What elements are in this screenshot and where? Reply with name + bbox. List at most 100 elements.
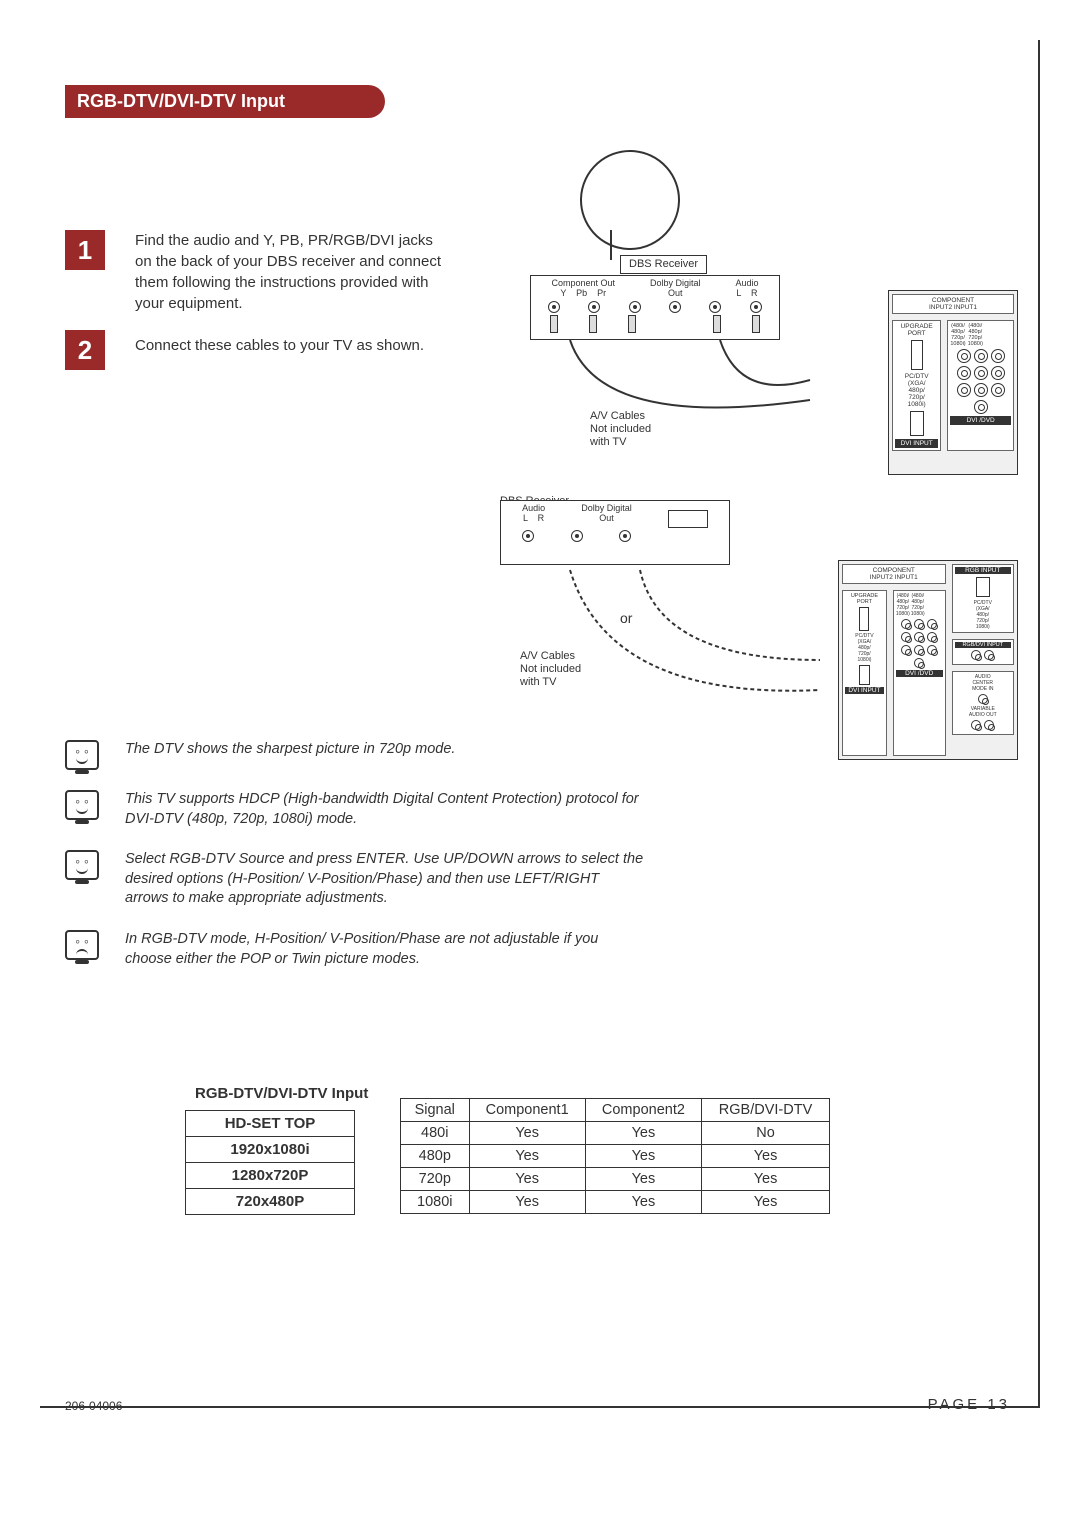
table-cell: Yes bbox=[469, 1145, 585, 1168]
panel1-input-sub: INPUT2 INPUT1 bbox=[895, 304, 1011, 311]
jack-icon bbox=[914, 632, 924, 642]
cable-path-1-icon bbox=[560, 340, 820, 450]
port-audio-r bbox=[750, 301, 762, 313]
table-cell: Yes bbox=[702, 1168, 830, 1191]
panel2-audio-center: AUDIO CENTER MODE IN bbox=[955, 674, 1011, 692]
port-audio-l bbox=[709, 301, 721, 313]
port-dolby bbox=[669, 301, 681, 313]
table-cell: Yes bbox=[585, 1122, 701, 1145]
step-2-number: 2 bbox=[65, 330, 105, 370]
panel2-dvi-input: DVI INPUT bbox=[845, 687, 884, 694]
jack-icon bbox=[991, 383, 1005, 397]
jack-icon bbox=[901, 645, 911, 655]
pcdtv-port-icon bbox=[910, 411, 924, 436]
table-caption: RGB-DTV/DVI-DTV Input bbox=[195, 1085, 368, 1102]
table-cell: Yes bbox=[702, 1191, 830, 1214]
jack-icon bbox=[901, 632, 911, 642]
jack-icon bbox=[974, 366, 988, 380]
jack-icon bbox=[978, 694, 988, 704]
page-number: PAGE 13 bbox=[928, 1396, 1010, 1413]
audio-lr-label: Audio L R bbox=[735, 279, 758, 299]
jack-icon bbox=[914, 645, 924, 655]
tv-back-panel-1: COMPONENT INPUT2 INPUT1 UPGRADE PORT PC/… bbox=[888, 290, 1018, 475]
table-cell: 720p bbox=[401, 1168, 470, 1191]
smile-tv-icon: ◦ ◦ bbox=[65, 850, 99, 880]
cable-plug-icon bbox=[628, 315, 636, 333]
table-cell: Yes bbox=[585, 1145, 701, 1168]
component-out-label: Component Out Y Pb Pr bbox=[551, 279, 615, 299]
port-dolby bbox=[619, 530, 631, 542]
port-audio-r bbox=[571, 530, 583, 542]
note-3-text: Select RGB-DTV Source and press ENTER. U… bbox=[125, 850, 645, 909]
jack-icon bbox=[901, 619, 911, 629]
jack-icon bbox=[984, 650, 994, 660]
rgb-connector-icon bbox=[668, 510, 708, 528]
panel1-pcdtv: PC/DTV (XGA/ 480p/ 720p/ 1080i) bbox=[895, 373, 938, 408]
step-1-text: Find the audio and Y, PB, PR/RGB/DVI jac… bbox=[135, 230, 445, 314]
table-cell: Yes bbox=[469, 1122, 585, 1145]
panel2-sub: INPUT2 INPUT1 bbox=[845, 574, 943, 581]
dbs-receiver-1-label: DBS Receiver bbox=[620, 255, 707, 274]
table-cell: Yes bbox=[469, 1191, 585, 1214]
jack-icon bbox=[914, 658, 924, 668]
port-pb bbox=[588, 301, 600, 313]
panel1-dvi-dvd: DVI /DVD bbox=[950, 416, 1011, 425]
hd-row-3: 720x480P bbox=[186, 1189, 355, 1215]
note-1-text: The DTV shows the sharpest picture in 72… bbox=[125, 740, 645, 760]
jack-icon bbox=[974, 400, 988, 414]
jack-icon bbox=[927, 645, 937, 655]
panel1-component-header: COMPONENT bbox=[895, 297, 1011, 304]
note-4-text: In RGB-DTV mode, H-Position/ V-Position/… bbox=[125, 930, 645, 969]
hd-header: HD-SET TOP bbox=[186, 1111, 355, 1137]
smile-tv-icon: ◦ ◦ bbox=[65, 790, 99, 820]
port-audio-l bbox=[522, 530, 534, 542]
dbs-receiver-2: Audio L R Dolby Digital Out bbox=[500, 500, 730, 565]
panel2-variable: VARIABLE AUDIO OUT bbox=[955, 706, 1011, 718]
jack-icon bbox=[927, 632, 937, 642]
panel2-dvi-dvd: DVI /DVD bbox=[896, 670, 943, 677]
panel2-rgb-input: RGB INPUT bbox=[955, 567, 1011, 574]
jack-icon bbox=[974, 349, 988, 363]
jack-icon bbox=[957, 349, 971, 363]
section-header: RGB-DTV/DVI-DTV Input bbox=[65, 85, 385, 118]
table-cell: 1080i bbox=[401, 1191, 470, 1214]
dbs-receiver-1: Component Out Y Pb Pr Dolby Digital Out … bbox=[530, 275, 780, 340]
cable-path-icon bbox=[560, 560, 840, 720]
rgb-port-icon bbox=[976, 577, 990, 597]
hd-row-1: 1920x1080i bbox=[186, 1137, 355, 1163]
panel2-res-a: (480i/ 480p/ 720p/ 1080i) bbox=[896, 593, 910, 617]
table-cell: 480i bbox=[401, 1122, 470, 1145]
jack-icon bbox=[991, 349, 1005, 363]
panel1-dvi-input: DVI INPUT bbox=[895, 439, 938, 448]
port-y bbox=[548, 301, 560, 313]
jack-icon bbox=[984, 720, 994, 730]
jack-icon bbox=[991, 366, 1005, 380]
panel2-pcdtv: PC/DTV (XGA/ 480p/ 720p/ 1080i) bbox=[845, 633, 884, 663]
dolby-out-label: Dolby Digital Out bbox=[650, 279, 701, 299]
cable-plug-icon bbox=[589, 315, 597, 333]
pcdtv-port-icon bbox=[859, 665, 870, 685]
sig-h2: Component2 bbox=[585, 1099, 701, 1122]
table-cell: Yes bbox=[585, 1168, 701, 1191]
jack-icon bbox=[974, 383, 988, 397]
smile-tv-icon: ◦ ◦ bbox=[65, 740, 99, 770]
panel1-res-1: (480i/ 480p/ 720p/ 1080i) bbox=[968, 323, 983, 347]
jack-icon bbox=[957, 383, 971, 397]
jack-icon bbox=[914, 619, 924, 629]
panel2-upgrade: UPGRADE PORT bbox=[845, 593, 884, 605]
step-2-text: Connect these cables to your TV as shown… bbox=[135, 335, 445, 356]
upgrade-port-icon bbox=[911, 340, 923, 370]
panel2-rgb-dvi: RGB/DVI INPUT bbox=[955, 642, 1011, 648]
table-cell: 480p bbox=[401, 1145, 470, 1168]
port-pr bbox=[629, 301, 641, 313]
cable-plug-icon bbox=[550, 315, 558, 333]
step-1-number: 1 bbox=[65, 230, 105, 270]
hd-row-2: 1280x720P bbox=[186, 1163, 355, 1189]
sig-h3: RGB/DVI-DTV bbox=[702, 1099, 830, 1122]
jack-icon bbox=[971, 720, 981, 730]
upgrade-port-icon bbox=[859, 607, 869, 631]
cable-plug-icon bbox=[752, 315, 760, 333]
rx2-dolby-label: Dolby Digital Out bbox=[581, 504, 632, 528]
doc-number: 206-04006 bbox=[65, 1399, 122, 1413]
panel1-upgrade-port: UPGRADE PORT bbox=[895, 323, 938, 337]
